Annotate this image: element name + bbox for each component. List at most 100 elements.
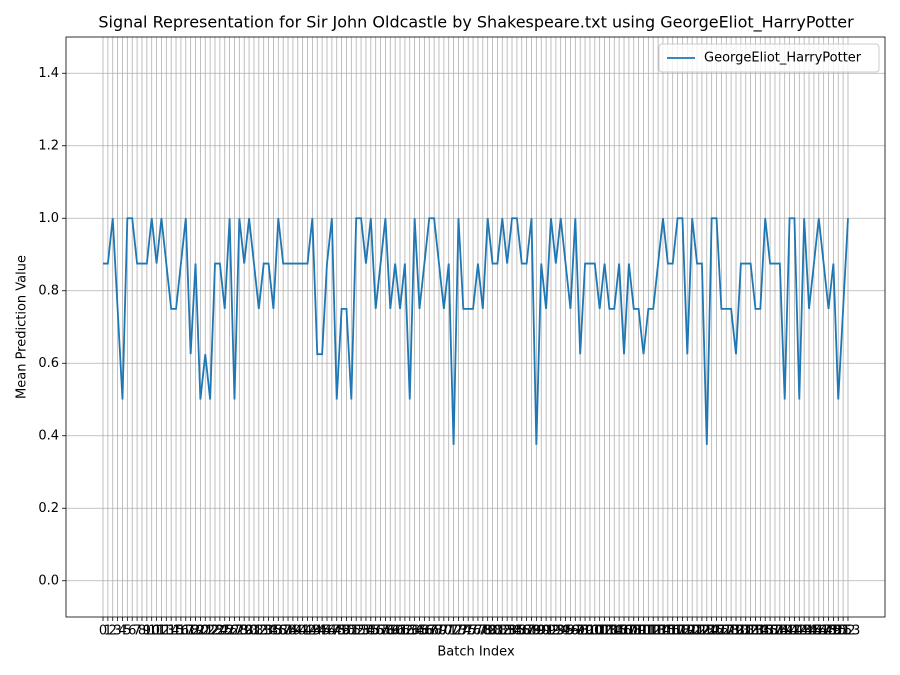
x-tick-label: 53 xyxy=(353,624,370,639)
x-tick-label: 52 xyxy=(348,624,365,639)
x-tick-label: 123 xyxy=(690,624,715,639)
x-tick-label: 37 xyxy=(275,624,292,639)
x-tick-label: 47 xyxy=(324,624,341,639)
x-tick-label: 115 xyxy=(651,624,676,639)
x-tick-label: 128 xyxy=(714,624,739,639)
x-tick-label: 51 xyxy=(343,624,360,639)
x-tick-label: 99 xyxy=(577,624,594,639)
x-tick-label: 89 xyxy=(528,624,545,639)
x-tick-label: 118 xyxy=(665,624,690,639)
y-tick-label: 0.4 xyxy=(38,428,59,443)
x-tick-label: 141 xyxy=(777,624,802,639)
x-tick-label: 72 xyxy=(445,624,462,639)
x-tick-label: 131 xyxy=(728,624,753,639)
x-tick-label: 152 xyxy=(831,624,856,639)
x-tick-label: 140 xyxy=(772,624,797,639)
x-tick-label: 16 xyxy=(173,624,190,639)
x-tick-label: 124 xyxy=(694,624,719,639)
x-tick-label: 137 xyxy=(758,624,783,639)
x-tick-label: 57 xyxy=(372,624,389,639)
x-tick-label: 73 xyxy=(450,624,467,639)
x-tick-label: 46 xyxy=(319,624,336,639)
x-tick-label: 44 xyxy=(309,624,326,639)
x-tick-label: 7 xyxy=(133,624,141,639)
x-tick-label: 45 xyxy=(314,624,331,639)
x-tick-label: 25 xyxy=(216,624,233,639)
x-tick-label: 23 xyxy=(207,624,224,639)
x-tick-label: 139 xyxy=(767,624,792,639)
x-tick-label: 14 xyxy=(163,624,180,639)
x-tick-label: 13 xyxy=(158,624,175,639)
x-tick-label: 117 xyxy=(660,624,685,639)
legend-box xyxy=(658,43,880,73)
x-tick-label: 122 xyxy=(685,624,710,639)
x-tick-label: 121 xyxy=(680,624,705,639)
x-tick-label: 81 xyxy=(489,624,506,639)
x-tick-label: 112 xyxy=(636,624,661,639)
x-tick-label: 28 xyxy=(231,624,248,639)
x-tick-label: 22 xyxy=(202,624,219,639)
x-tick-label: 126 xyxy=(704,624,729,639)
x-tick-label: 88 xyxy=(523,624,540,639)
x-tick-label: 39 xyxy=(285,624,302,639)
x-tick-label: 103 xyxy=(592,624,617,639)
x-tick-label: 2 xyxy=(109,624,117,639)
y-tick-label: 1.4 xyxy=(38,66,59,81)
x-tick-label: 68 xyxy=(426,624,443,639)
x-tick-label: 101 xyxy=(582,624,607,639)
x-tick-label: 9 xyxy=(143,624,151,639)
x-tick-label: 15 xyxy=(168,624,185,639)
x-tick-label: 12 xyxy=(153,624,170,639)
x-tick-label: 107 xyxy=(612,624,637,639)
x-tick-label: 125 xyxy=(699,624,724,639)
x-tick-label: 1 xyxy=(104,624,112,639)
x-tick-label: 151 xyxy=(826,624,851,639)
x-tick-label: 100 xyxy=(578,624,603,639)
x-tick-label: 27 xyxy=(226,624,243,639)
x-tick-label: 10 xyxy=(143,624,160,639)
x-tick-label: 26 xyxy=(221,624,238,639)
x-tick-label: 145 xyxy=(797,624,822,639)
x-tick-label: 84 xyxy=(504,624,521,639)
x-tick-label: 91 xyxy=(538,624,555,639)
x-tick-label: 40 xyxy=(290,624,307,639)
x-tick-label: 67 xyxy=(421,624,438,639)
x-tick-label: 4 xyxy=(118,624,126,639)
x-tick-label: 79 xyxy=(479,624,496,639)
x-tick-label: 61 xyxy=(392,624,409,639)
x-tick-label: 35 xyxy=(265,624,282,639)
data-line xyxy=(103,217,849,445)
x-tick-label: 96 xyxy=(562,624,579,639)
x-tick-label: 42 xyxy=(299,624,316,639)
x-tick-label: 87 xyxy=(518,624,535,639)
x-tick-label: 60 xyxy=(387,624,404,639)
x-tick-label: 134 xyxy=(743,624,768,639)
x-tick-label: 138 xyxy=(763,624,788,639)
y-tick-label: 0.2 xyxy=(38,501,59,516)
x-tick-label: 77 xyxy=(470,624,487,639)
x-tick-label: 50 xyxy=(338,624,355,639)
x-tick-label: 111 xyxy=(631,624,656,639)
x-tick-label: 69 xyxy=(431,624,448,639)
x-tick-label: 143 xyxy=(787,624,812,639)
x-tick-label: 70 xyxy=(436,624,453,639)
x-tick-label: 83 xyxy=(499,624,516,639)
x-tick-label: 6 xyxy=(128,624,136,639)
x-tick-label: 95 xyxy=(557,624,574,639)
x-tick-label: 150 xyxy=(821,624,846,639)
legend-label: GeorgeEliot_HarryPotter xyxy=(704,51,862,66)
x-tick-label: 43 xyxy=(304,624,321,639)
x-axis-label: Batch Index xyxy=(437,645,515,660)
y-tick-label: 1.0 xyxy=(38,211,59,226)
x-tick-label: 20 xyxy=(192,624,209,639)
x-tick-label: 133 xyxy=(738,624,763,639)
x-tick-label: 120 xyxy=(675,624,700,639)
x-tick-label: 76 xyxy=(465,624,482,639)
x-tick-label: 74 xyxy=(455,624,472,639)
x-tick-label: 78 xyxy=(475,624,492,639)
x-tick-label: 102 xyxy=(587,624,612,639)
y-tick-label: 0.8 xyxy=(38,283,59,298)
x-tick-label: 130 xyxy=(724,624,749,639)
y-tick-label: 0.6 xyxy=(38,356,59,371)
